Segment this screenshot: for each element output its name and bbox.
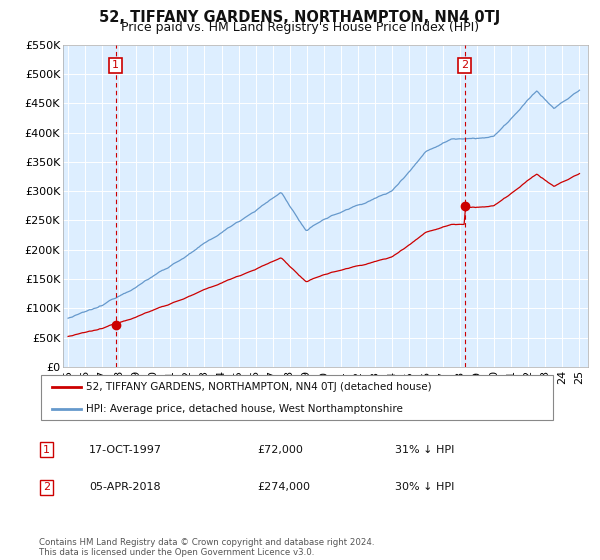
Text: Price paid vs. HM Land Registry's House Price Index (HPI): Price paid vs. HM Land Registry's House …: [121, 21, 479, 34]
Text: 31% ↓ HPI: 31% ↓ HPI: [395, 445, 454, 455]
Text: HPI: Average price, detached house, West Northamptonshire: HPI: Average price, detached house, West…: [86, 404, 403, 414]
Text: £72,000: £72,000: [258, 445, 304, 455]
Text: 1: 1: [43, 445, 50, 455]
Text: 2: 2: [461, 60, 468, 71]
Text: 2: 2: [43, 482, 50, 492]
Text: 30% ↓ HPI: 30% ↓ HPI: [395, 482, 454, 492]
Text: 1: 1: [112, 60, 119, 71]
Text: Contains HM Land Registry data © Crown copyright and database right 2024.
This d: Contains HM Land Registry data © Crown c…: [39, 538, 374, 557]
FancyBboxPatch shape: [41, 375, 553, 420]
Text: 52, TIFFANY GARDENS, NORTHAMPTON, NN4 0TJ: 52, TIFFANY GARDENS, NORTHAMPTON, NN4 0T…: [100, 10, 500, 25]
Text: 05-APR-2018: 05-APR-2018: [89, 482, 160, 492]
Text: 52, TIFFANY GARDENS, NORTHAMPTON, NN4 0TJ (detached house): 52, TIFFANY GARDENS, NORTHAMPTON, NN4 0T…: [86, 381, 432, 391]
Text: 17-OCT-1997: 17-OCT-1997: [89, 445, 162, 455]
Text: £274,000: £274,000: [258, 482, 311, 492]
